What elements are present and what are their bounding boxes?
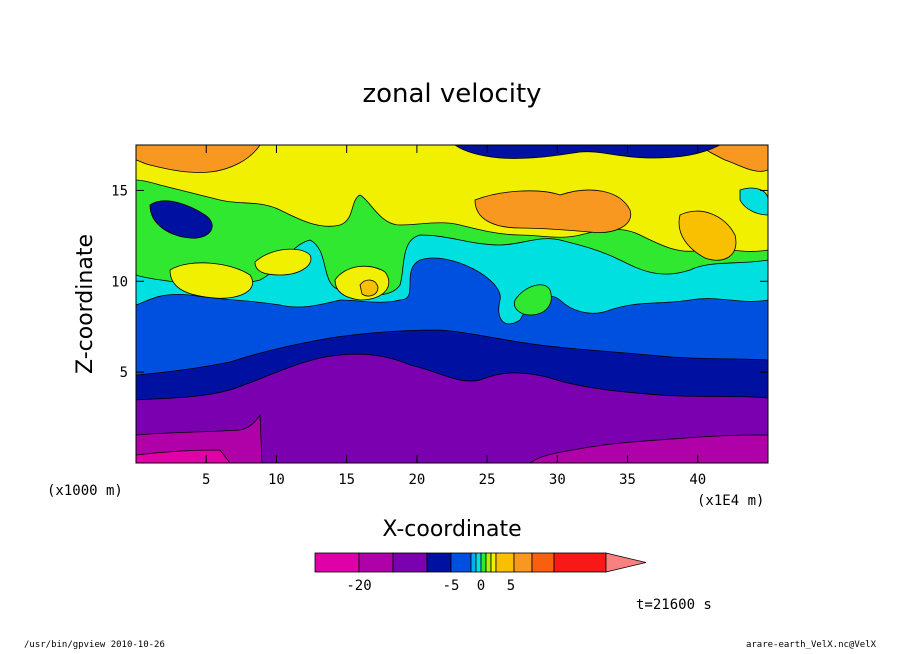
band-orange-top	[136, 145, 261, 173]
colorbar-arrow	[605, 552, 647, 573]
band-violet-right	[529, 434, 768, 463]
x-unit-left: (x1000 m)	[47, 483, 123, 499]
x-tick-label: 20	[408, 472, 425, 488]
colorbar-segment	[495, 552, 515, 573]
colorbar-segment	[490, 552, 497, 573]
x-tick-label: 10	[268, 472, 285, 488]
blob-blue-topcenter	[454, 145, 721, 159]
blob-green-right	[513, 284, 552, 316]
y-tick-label: 10	[111, 274, 128, 290]
x-tick-label: 25	[479, 472, 496, 488]
footer-left: /usr/bin/gpview 2010-10-26	[24, 640, 165, 650]
colorbar-segment	[426, 552, 452, 573]
x-tick-label: 15	[338, 472, 355, 488]
plot-frame	[135, 144, 769, 464]
colorbar-segment	[531, 552, 555, 573]
colorbar-segment	[480, 552, 487, 573]
x-axis-label: X-coordinate	[382, 517, 521, 542]
colorbar-segment	[513, 552, 533, 573]
colorbar-label: 0	[477, 578, 485, 594]
colorbar-segment	[392, 552, 428, 573]
blob-blue-left	[149, 200, 213, 239]
colorbar-segment	[314, 552, 360, 573]
colorbar-segment	[485, 552, 492, 573]
x-tick-label: 30	[549, 472, 566, 488]
footer-right: arare-earth_VelX.nc@VelX	[745, 640, 876, 650]
contour-fill	[136, 145, 768, 463]
colorbar-label: -5	[443, 578, 460, 594]
x-tick-label: 35	[619, 472, 636, 488]
time-annotation: t=21600 s	[636, 597, 712, 613]
colorbar-segment	[475, 552, 482, 573]
y-axis-ticks: 5 10 15	[111, 183, 768, 381]
blob-yellow-left	[169, 262, 253, 299]
blob-cyan-right	[739, 187, 768, 216]
colorbar-segment	[553, 552, 607, 573]
colorbar	[314, 552, 647, 573]
x-tick-label: 40	[689, 472, 706, 488]
x-axis-ticks: 5 10 15 20 25 30 35 40	[202, 145, 706, 488]
colorbar-label: -20	[346, 578, 371, 594]
x-tick-label: 5	[202, 472, 210, 488]
y-tick-label: 5	[120, 365, 128, 381]
x-unit-right: (x1E4 m)	[697, 493, 764, 509]
y-axis-label: Z-coordinate	[73, 234, 98, 374]
blob-orange-right	[678, 210, 737, 261]
blob-yellow-mid	[254, 248, 312, 276]
y-tick-label: 15	[111, 183, 128, 199]
colorbar-segment	[358, 552, 394, 573]
chart-title: zonal velocity	[362, 79, 541, 109]
colorbar-label: 5	[507, 578, 515, 594]
colorbar-segment	[450, 552, 472, 573]
colorbar-labels: -20 -5 0 5	[346, 578, 515, 594]
band-violet	[136, 413, 263, 463]
band-purple	[136, 353, 768, 463]
blob-orange-mid	[359, 279, 379, 297]
colorbar-segment	[470, 552, 477, 573]
blob-orange-upper-right	[474, 189, 632, 233]
